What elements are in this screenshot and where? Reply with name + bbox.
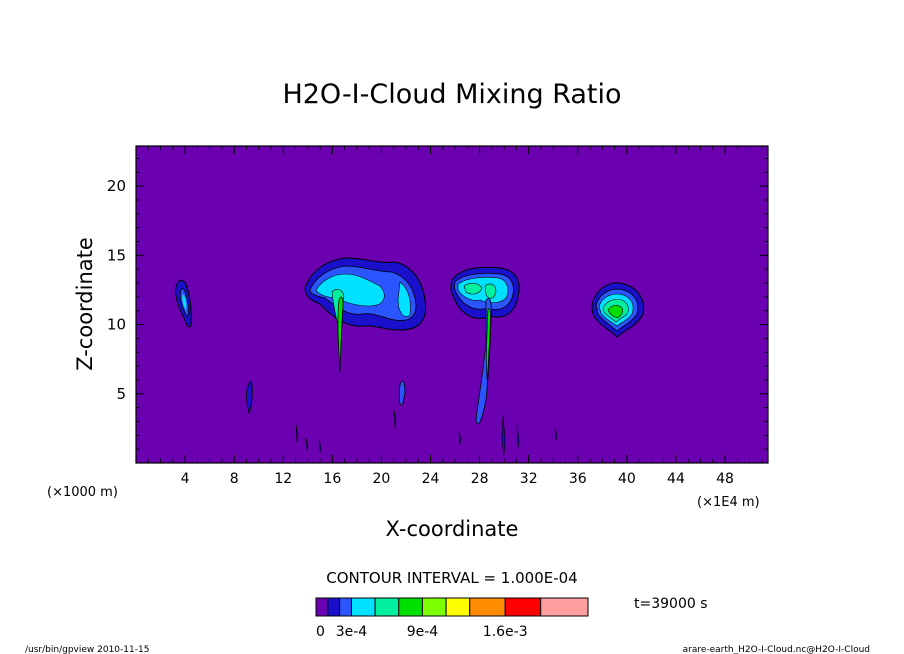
- y-tick-label: 5: [116, 385, 126, 403]
- x-tick-label: 8: [230, 471, 239, 487]
- plot-frame: [135, 145, 769, 464]
- x-tick-label: 32: [520, 471, 538, 487]
- plot-area: [136, 146, 768, 463]
- contour-interval-text: CONTOUR INTERVAL = 1.000E-04: [326, 569, 577, 587]
- y-tick-label: 20: [107, 177, 126, 195]
- cloud-x38-40: [591, 282, 645, 338]
- x-tick-label: 40: [618, 471, 636, 487]
- colorbar-tick-label: 3e-4: [336, 624, 368, 640]
- colorbar-swatch: [374, 597, 400, 617]
- cloud-x26-32: [450, 266, 520, 425]
- x-tick-label: 44: [667, 471, 685, 487]
- colorbar-swatch: [540, 597, 589, 617]
- x-unit-label: (×1000 m): [47, 485, 118, 500]
- y-tick-label: 15: [107, 246, 126, 264]
- cloud-x4: [175, 279, 192, 328]
- colorbar-swatch: [327, 597, 341, 617]
- cloud-contours: [175, 257, 645, 456]
- colorbar-tick-label: 9e-4: [407, 624, 439, 640]
- colorbar-labels: 0 3e-4 9e-4 1.6e-3: [316, 624, 528, 640]
- small-cloud-features: [246, 380, 558, 456]
- colorbar: [315, 597, 589, 617]
- colorbar-tick-label: 1.6e-3: [483, 624, 528, 640]
- footer-left: /usr/bin/gpview 2010-11-15: [25, 645, 149, 654]
- colorbar-swatch: [504, 597, 542, 617]
- colorbar-swatch: [398, 597, 423, 617]
- x-tick-label: 36: [569, 471, 587, 487]
- x-axis-label: X-coordinate: [386, 517, 519, 541]
- colorbar-swatch: [421, 597, 447, 617]
- colorbar-tick-label: 0: [316, 624, 325, 640]
- cloud-x16-24: [304, 257, 427, 373]
- y-axis-label: Z-coordinate: [73, 237, 97, 371]
- x-scale-label: (×1E4 m): [697, 495, 760, 510]
- x-tick-label: 16: [323, 471, 341, 487]
- colorbar-swatch: [350, 597, 376, 617]
- x-tick-label: 4: [181, 471, 190, 487]
- x-tick-label: 48: [716, 471, 734, 487]
- x-tick-label: 12: [274, 471, 292, 487]
- time-label: t=39000 s: [634, 596, 708, 612]
- x-tick-label: 20: [373, 471, 391, 487]
- x-tick-label: 24: [422, 471, 440, 487]
- colorbar-swatch: [445, 597, 471, 617]
- y-tick-label: 10: [107, 316, 126, 334]
- chart-title: H2O-I-Cloud Mixing Ratio: [282, 79, 621, 110]
- colorbar-swatch: [339, 597, 352, 617]
- colorbar-swatch: [469, 597, 506, 617]
- x-axis: 4 8 12 16 20 24 28 32 36 40 44 48: [147, 146, 763, 487]
- colorbar-swatch: [315, 597, 329, 617]
- x-tick-label: 28: [471, 471, 489, 487]
- y-axis: 5 10 15 20: [107, 158, 768, 450]
- footer-right: arare-earth_H2O-I-Cloud.nc@H2O-I-Cloud: [683, 645, 870, 654]
